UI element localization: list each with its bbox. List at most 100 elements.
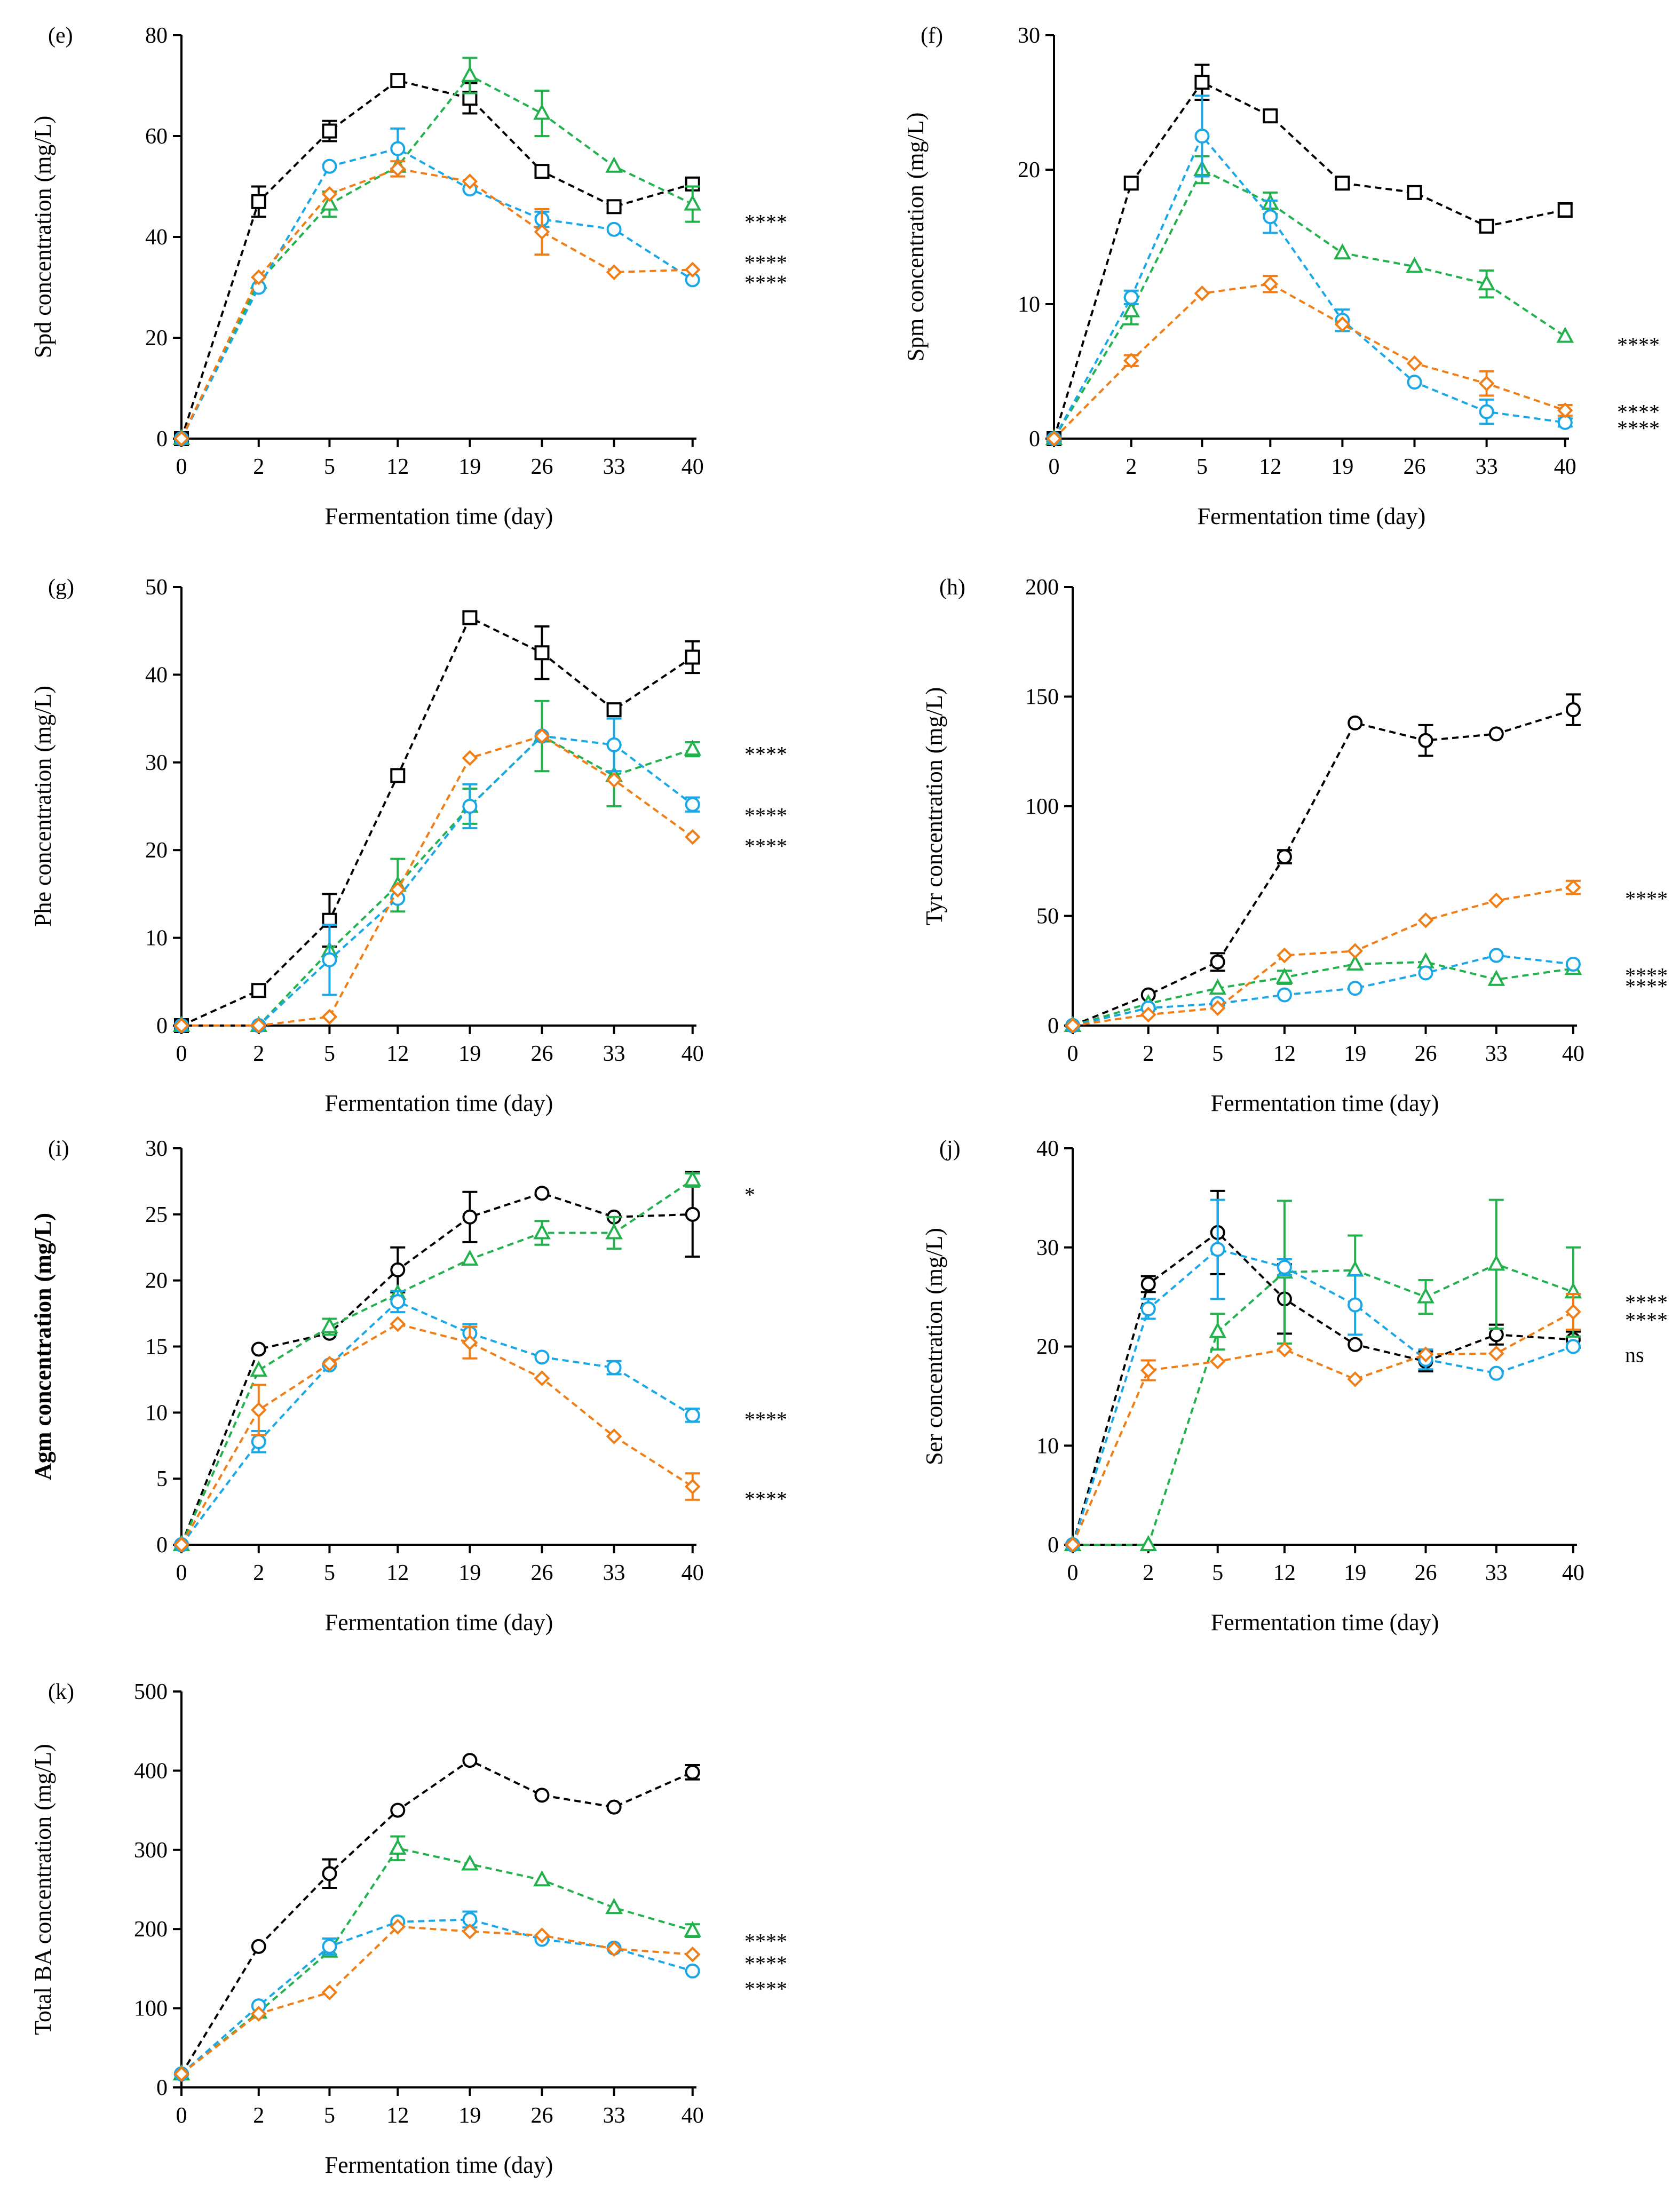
y-tick-label: 0 xyxy=(1048,1533,1059,1558)
x-tick-label: 0 xyxy=(176,1042,187,1066)
significance-label: **** xyxy=(744,1977,787,2001)
series-line xyxy=(1053,134,1566,439)
panel-label: (e) xyxy=(48,23,73,48)
series-green xyxy=(172,57,702,445)
x-tick-label: 0 xyxy=(176,2103,187,2128)
x-tick-label: 26 xyxy=(531,1561,553,1585)
data-point xyxy=(1348,1297,1363,1313)
series-line xyxy=(180,168,693,439)
data-point xyxy=(1406,355,1423,371)
x-tick-label: 40 xyxy=(681,455,704,479)
x-tick-label: 33 xyxy=(603,455,625,479)
data-point xyxy=(684,1946,701,1963)
data-point xyxy=(1565,956,1581,972)
y-tick-label: 20 xyxy=(145,326,168,351)
x-tick-label: 19 xyxy=(458,455,481,479)
y-tick-label: 20 xyxy=(145,1269,168,1293)
data-point xyxy=(1417,912,1434,928)
data-point xyxy=(173,1018,189,1034)
data-point xyxy=(534,1927,550,1943)
x-tick-label: 12 xyxy=(386,2103,409,2128)
data-point xyxy=(534,164,550,179)
y-tick-label: 150 xyxy=(1025,685,1059,710)
data-point xyxy=(462,799,478,814)
y-tick-label: 30 xyxy=(145,751,168,775)
y-tick-label: 0 xyxy=(156,1533,168,1558)
data-point xyxy=(1346,954,1364,971)
x-tick-label: 40 xyxy=(681,2103,704,2128)
data-point xyxy=(1275,967,1294,984)
data-point xyxy=(606,1941,622,1957)
series-orange xyxy=(1065,879,1581,1034)
chart-panel-g: (g) Phe concentration (mg/L) Fermentatio… xyxy=(30,575,787,1116)
x-tick-label: 26 xyxy=(531,2103,553,2128)
x-tick-label: 40 xyxy=(681,1561,704,1585)
data-point xyxy=(462,173,478,189)
panel-label: (i) xyxy=(48,1137,69,1161)
data-point xyxy=(606,1428,622,1444)
series-green xyxy=(172,1835,702,2080)
significance-label: **** xyxy=(744,834,787,858)
y-tick-label: 300 xyxy=(134,1838,168,1863)
series-line xyxy=(1072,709,1574,1027)
data-point xyxy=(173,431,189,447)
data-point xyxy=(534,728,550,744)
data-point xyxy=(462,1923,478,1940)
x-axis-label: Fermentation time (day) xyxy=(1211,1609,1439,1635)
y-axis-label: Ser concentration (mg/L) xyxy=(921,1228,947,1465)
data-point xyxy=(1210,1242,1225,1257)
data-point xyxy=(1123,290,1139,305)
y-axis-label: Tyr concentration (mg/L) xyxy=(921,687,947,926)
chart-panel-h: (h) Tyr concentration (mg/L) Fermentatio… xyxy=(921,575,1668,1116)
data-point xyxy=(1417,1287,1435,1304)
series-line xyxy=(180,147,693,439)
x-tick-label: 2 xyxy=(253,1042,264,1066)
data-point xyxy=(1277,849,1292,864)
data-point xyxy=(1348,1337,1363,1352)
data-point xyxy=(1209,978,1227,995)
data-point xyxy=(250,269,267,285)
x-tick-label: 0 xyxy=(176,455,187,479)
data-point xyxy=(605,1897,623,1915)
y-tick-label: 30 xyxy=(145,1137,168,1161)
x-tick-label: 40 xyxy=(1562,1042,1584,1066)
data-point xyxy=(1478,274,1495,291)
y-tick-label: 20 xyxy=(1036,1335,1059,1360)
data-point xyxy=(1488,1365,1504,1381)
data-point xyxy=(390,1316,406,1332)
data-point xyxy=(1210,954,1225,970)
data-point xyxy=(322,1866,337,1881)
data-point xyxy=(321,194,338,211)
data-point xyxy=(1122,301,1140,317)
series-line xyxy=(181,735,693,1027)
data-point xyxy=(1194,75,1210,90)
data-point xyxy=(605,156,623,173)
significance-label: **** xyxy=(744,210,787,234)
series-line xyxy=(1072,886,1574,1027)
significance-label: **** xyxy=(1625,1308,1668,1332)
y-tick-label: 80 xyxy=(145,23,168,48)
series-line xyxy=(181,616,693,1027)
x-axis-label: Fermentation time (day) xyxy=(1211,1090,1439,1116)
y-tick-label: 10 xyxy=(145,926,168,951)
data-point xyxy=(534,645,550,661)
data-point xyxy=(251,1939,266,1954)
series-orange xyxy=(173,728,701,1034)
panel-label: (h) xyxy=(939,575,965,600)
x-tick-label: 40 xyxy=(1554,455,1576,479)
series-line xyxy=(180,1925,693,2075)
data-point xyxy=(1334,316,1351,332)
data-point xyxy=(534,1370,550,1386)
x-tick-label: 2 xyxy=(253,1561,264,1585)
y-tick-label: 60 xyxy=(145,124,168,149)
x-tick-label: 5 xyxy=(324,2103,335,2128)
y-tick-label: 100 xyxy=(1025,795,1059,819)
y-tick-label: 200 xyxy=(1025,575,1059,600)
x-tick-label: 33 xyxy=(603,1042,625,1066)
data-point xyxy=(251,1341,266,1357)
data-point xyxy=(390,73,406,89)
series-line xyxy=(180,1847,693,2075)
data-point xyxy=(534,1788,550,1803)
x-tick-label: 5 xyxy=(1212,1561,1223,1585)
